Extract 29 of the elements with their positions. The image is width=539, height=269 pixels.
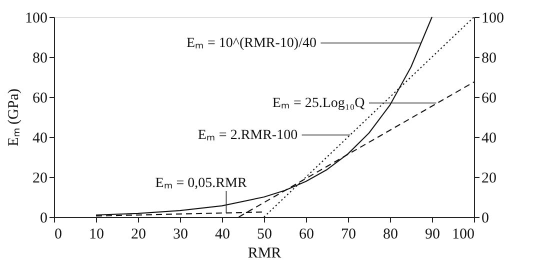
annotation: Eₘ = 2.RMR-100 bbox=[198, 128, 298, 143]
y2-tick-label: 100 bbox=[482, 10, 504, 26]
x-tick-label: 50 bbox=[257, 226, 272, 242]
y-tick-label: 80 bbox=[32, 50, 48, 66]
x-tick-label: 100 bbox=[452, 226, 474, 242]
annotation: Eₘ = 25.Log₁₀Q bbox=[272, 96, 365, 111]
y-axis-title: Eₘ (GPa) bbox=[6, 88, 22, 146]
y-tick-label: 40 bbox=[32, 130, 48, 146]
x-tick-label: 30 bbox=[173, 226, 188, 242]
annotation: Eₘ = 10^(RMR-10)/40 bbox=[186, 36, 316, 51]
y2-tick-label: 40 bbox=[482, 130, 496, 146]
x-tick-label: 20 bbox=[131, 226, 146, 242]
x-axis-title: RMR bbox=[248, 246, 282, 262]
annotation: Eₘ = 0,05.RMR bbox=[155, 176, 248, 191]
x-tick-label: 60 bbox=[299, 226, 314, 242]
x-tick-label: 90 bbox=[425, 226, 440, 242]
y2-tick-label: 20 bbox=[482, 170, 496, 186]
y-tick-label: 20 bbox=[32, 170, 48, 186]
y2-tick-label: 0 bbox=[482, 210, 489, 226]
x-tick-label: 70 bbox=[341, 226, 356, 242]
x-tick-label: 0 bbox=[54, 226, 62, 242]
x-tick-label: 80 bbox=[383, 226, 398, 242]
x-tick-label: 10 bbox=[89, 226, 104, 242]
x-tick-label: 40 bbox=[215, 226, 230, 242]
y-tick-label: 100 bbox=[25, 10, 48, 26]
y2-tick-label: 60 bbox=[482, 90, 496, 106]
y-tick-label: 60 bbox=[32, 90, 48, 106]
y2-tick-label: 80 bbox=[482, 50, 496, 66]
y-tick-label: 0 bbox=[40, 210, 48, 226]
